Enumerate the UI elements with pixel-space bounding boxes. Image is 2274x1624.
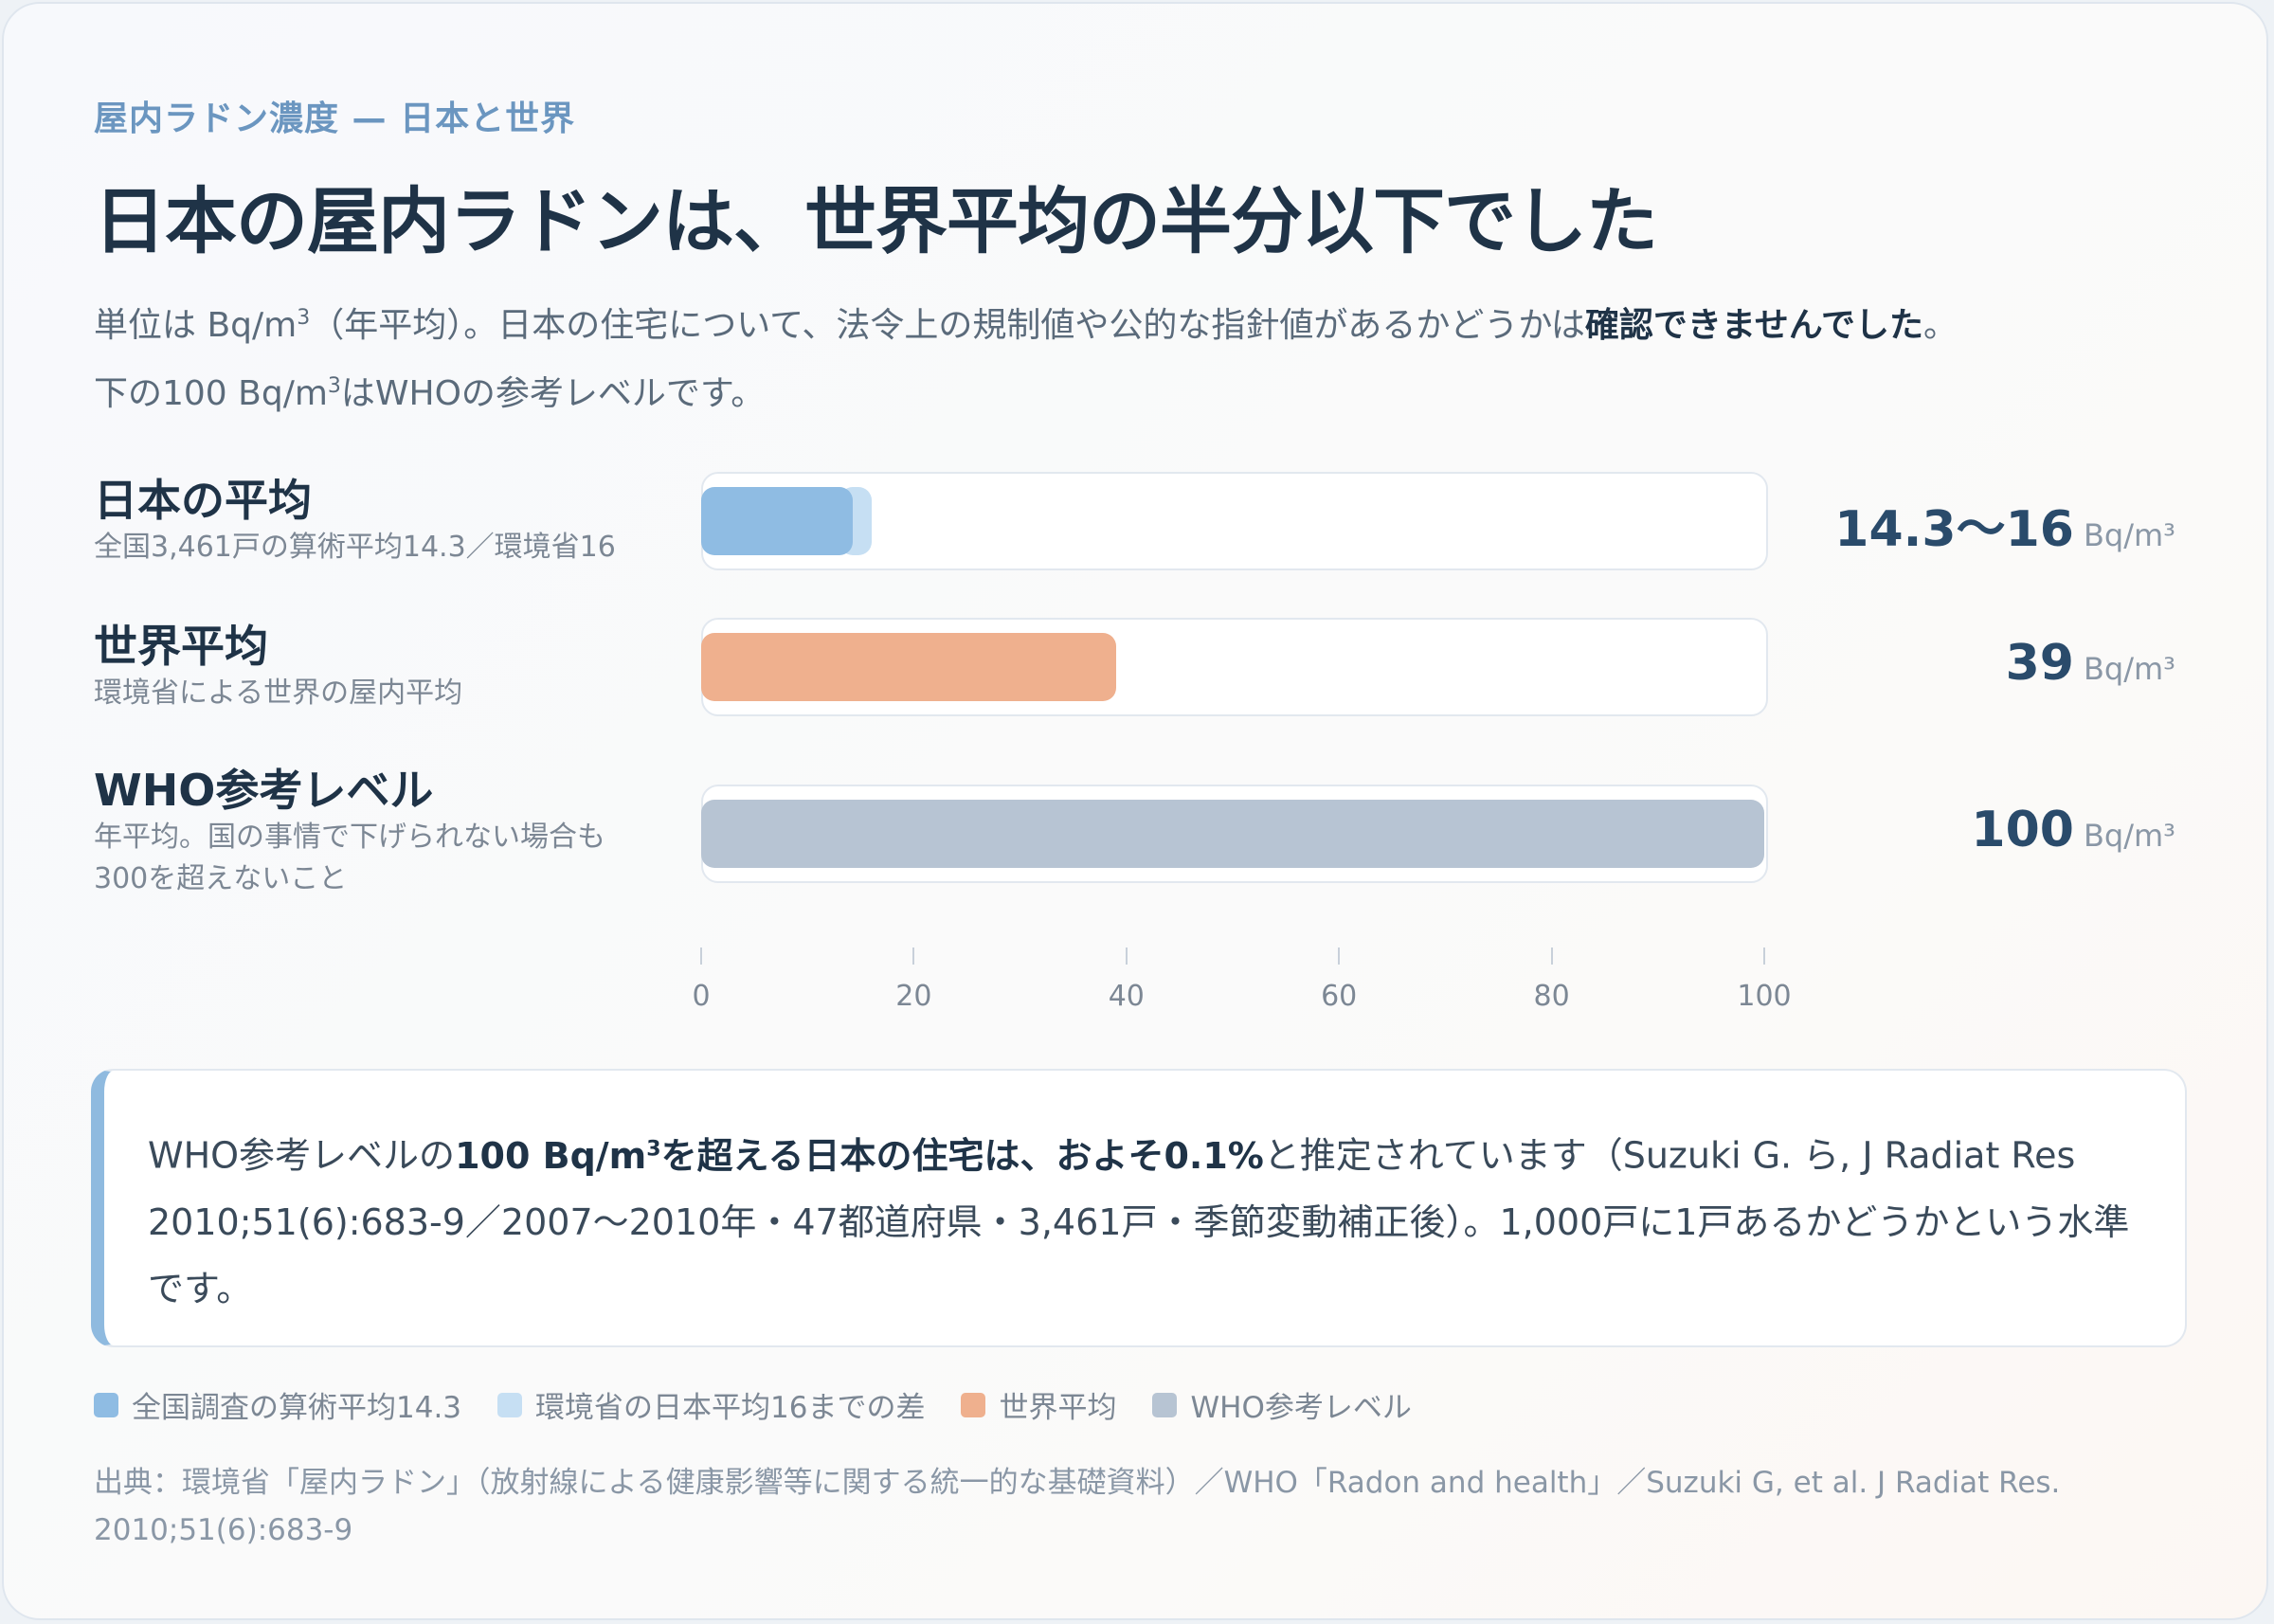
row-sub-who: 年平均。国の事情で下げられない場合も [94,821,605,854]
note-bold-1b: を超える日本の住宅は、およそ0.1% [660,1134,1264,1177]
value-world: 39 Bq/m³ [2006,635,2175,692]
legend-swatch [1152,1392,1178,1417]
axis-tick [1550,947,1553,965]
axis-tick-label: 20 [895,980,932,1013]
legend-label: 世界平均 [999,1391,1117,1425]
value-num-japan: 14.3〜16 [1834,501,2074,558]
legend-swatch [94,1392,118,1417]
row-label-who: WHO参考レベル 年平均。国の事情で下げられない場合も 300を超えないこと [94,764,605,900]
axis-tick [1763,947,1765,965]
axis-tick [1125,947,1128,965]
chart-eyebrow: 屋内ラドン濃度 — 日本と世界 [94,99,576,138]
row-label-world: 世界平均 環境省による世界の屋内平均 [94,620,462,714]
axis-tick-label: 60 [1321,980,1358,1013]
desc-sup-1: 3 [297,306,311,330]
row-sub-who-2: 300を超えないこと [94,862,348,895]
desc-text-2b: はWHOの参考レベルです。 [340,374,766,413]
row-sub-japan: 全国3,461戸の算術平均14.3／環境省16 [94,531,616,564]
desc-sup-2: 3 [327,374,341,398]
axis-tick-label: 100 [1737,980,1792,1013]
desc-text-1b: （年平均）。日本の住宅について、法令上の規制値や公的な指針値があるかどうかは [310,306,1585,345]
bar-world [701,633,1116,701]
chart-title: 日本の屋内ラドンは、世界平均の半分以下でした [94,179,1658,263]
row-sub-world: 環境省による世界の屋内平均 [94,677,463,710]
axis-tick-label: 80 [1533,980,1570,1013]
legend-item: 全国調査の算術平均14.3 [94,1383,461,1426]
desc-text-1a: 単位は Bq/m [94,306,298,345]
value-num-who: 100 [1971,802,2074,858]
legend-label: 全国調査の算術平均14.3 [132,1391,462,1425]
legend-item: 世界平均 [961,1383,1116,1426]
note-box: WHO参考レベルの100 Bq/m3を超える日本の住宅は、およそ0.1%と推定さ… [91,1069,2187,1347]
axis-tick-label: 40 [1108,980,1145,1013]
desc-text-1end: 。 [1923,306,1958,345]
value-num-world: 39 [2005,635,2074,692]
legend-swatch [497,1392,523,1417]
row-title-world: 世界平均 [94,621,268,672]
note-bold-1: 100 Bq/m3を超える日本の住宅は、およそ0.1% [455,1135,1264,1177]
note-bold-1a: 100 Bq/m [455,1134,647,1177]
row-title-japan: 日本の平均 [94,475,312,526]
row-title-who: WHO参考レベル [94,765,434,816]
axis-tick [912,947,915,965]
desc-bold: 確認できませんでした [1584,306,1924,345]
value-who: 100 Bq/m³ [1971,802,2175,858]
legend-label: 環境省の日本平均16までの差 [535,1391,926,1425]
source-note: 出典：環境省「屋内ラドン」（放射線による健康影響等に関する統一的な基礎資料）／W… [94,1466,2061,1547]
note-text-1: WHO参考レベルの [148,1134,456,1177]
chart-description: 単位は Bq/m3（年平均）。日本の住宅について、法令上の規制値や公的な指針値が… [94,288,2216,424]
value-japan: 14.3〜16 Bq/m³ [1834,489,2175,560]
value-unit-japan: Bq/m³ [2083,517,2175,553]
note-text-2: と推定されています（Suzuki G. ら, J Radiat Res 2010… [148,1134,2130,1309]
legend-swatch [961,1392,986,1417]
note-sup: 3 [646,1137,661,1161]
axis-tick [1338,947,1341,965]
legend-item: 環境省の日本平均16までの差 [497,1383,925,1426]
bar-who [701,800,1764,868]
value-unit-world: Bq/m³ [2083,651,2175,687]
legend-item: WHO参考レベル [1152,1383,1412,1426]
chart-legend: 全国調査の算術平均14.3 環境省の日本平均16までの差 世界平均 WHO参考レ… [94,1383,1412,1426]
axis-tick [700,947,702,965]
bar-track-japan [701,472,1768,570]
value-unit-who: Bq/m³ [2083,818,2175,854]
desc-text-2a: 下の100 Bq/m [94,374,328,413]
row-label-japan: 日本の平均 全国3,461戸の算術平均14.3／環境省16 [94,474,616,568]
legend-label: WHO参考レベル [1190,1391,1412,1425]
bar-japan-mean [701,487,854,555]
axis-tick-label: 0 [692,980,711,1013]
